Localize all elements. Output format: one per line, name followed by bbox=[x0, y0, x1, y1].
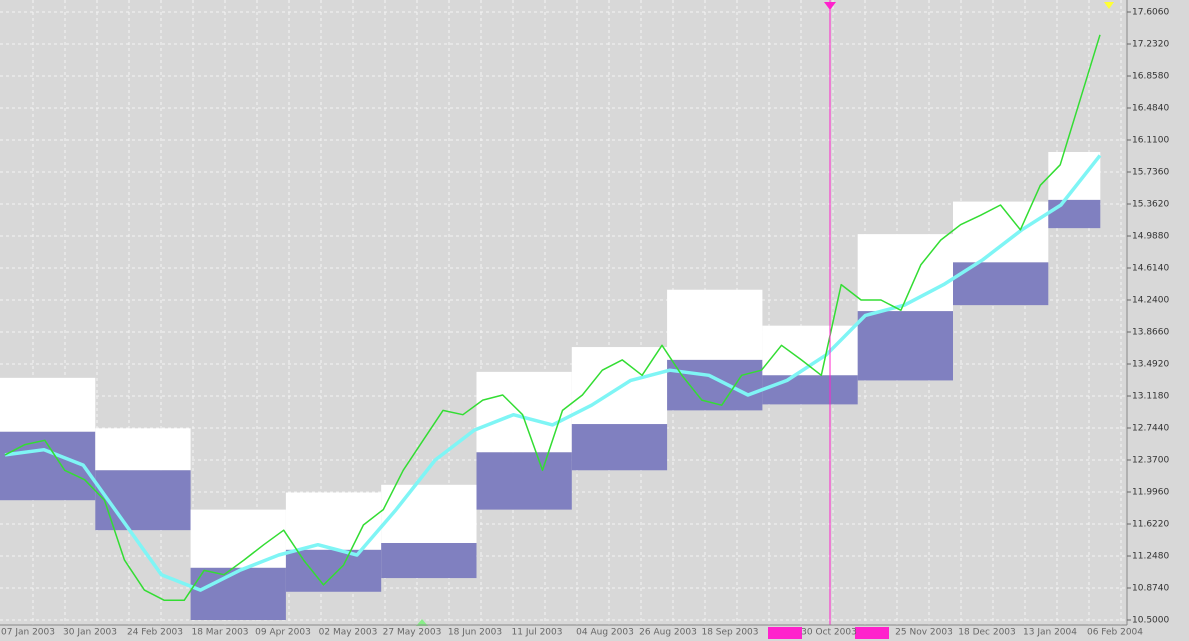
marker-arrow bbox=[824, 2, 836, 10]
y-tick-label: 12.3700 bbox=[1132, 456, 1169, 466]
x-tick-label: 18 Sep 2003 bbox=[701, 628, 758, 638]
x-tick-label: 26 Aug 2003 bbox=[639, 628, 697, 638]
marker-arrow bbox=[416, 619, 428, 626]
x-tick-label: 18 Mar 2003 bbox=[191, 628, 248, 638]
range-upper bbox=[285, 492, 382, 550]
x-tick-label: 24 Feb 2003 bbox=[127, 628, 183, 638]
y-tick-label: 13.8660 bbox=[1132, 328, 1169, 338]
range-lower bbox=[762, 375, 858, 405]
moving-average bbox=[4, 154, 1102, 592]
y-tick-label: 11.6220 bbox=[1132, 520, 1169, 530]
y-tick-label: 10.5000 bbox=[1132, 616, 1169, 626]
x-tick-label: 13 Jan 2004 bbox=[1023, 628, 1077, 638]
y-tick-label: 11.9960 bbox=[1132, 488, 1169, 498]
x-tick-label: 30 Jan 2003 bbox=[63, 628, 117, 638]
highlight bbox=[768, 627, 802, 639]
marker-arrow bbox=[1104, 2, 1114, 9]
x-tick-label: 18 Dec 2003 bbox=[958, 628, 1016, 638]
range-upper bbox=[0, 377, 96, 432]
y-tick-label: 14.6140 bbox=[1132, 264, 1169, 274]
range-lower bbox=[857, 311, 953, 381]
range-upper bbox=[381, 484, 477, 543]
y-tick-label: 11.2480 bbox=[1132, 552, 1169, 562]
price-line bbox=[4, 34, 1101, 602]
y-tick-label: 15.3620 bbox=[1132, 200, 1169, 210]
x-tick-label: 30 Oct 2003 bbox=[801, 628, 857, 638]
x-tick-label: 09 Apr 2003 bbox=[255, 628, 311, 638]
x-tick-label: 27 May 2003 bbox=[383, 628, 442, 638]
range-upper bbox=[667, 289, 763, 360]
range-lower bbox=[476, 452, 572, 510]
range-upper bbox=[95, 428, 191, 471]
y-tick-label: 14.2400 bbox=[1132, 296, 1169, 306]
x-tick-label: 11 Jul 2003 bbox=[512, 628, 563, 638]
y-tick-label: 13.1180 bbox=[1132, 392, 1169, 402]
y-tick-label: 10.8740 bbox=[1132, 584, 1169, 594]
x-tick-label: 02 May 2003 bbox=[319, 628, 378, 638]
y-tick-label: 13.4920 bbox=[1132, 360, 1169, 370]
y-tick-label: 15.7360 bbox=[1132, 168, 1169, 178]
range-lower bbox=[1048, 199, 1101, 229]
range-upper bbox=[953, 201, 1049, 263]
y-tick-label: 14.9880 bbox=[1132, 232, 1169, 242]
range-lower bbox=[190, 567, 286, 620]
y-tick-label: 12.7440 bbox=[1132, 424, 1169, 434]
range-lower bbox=[0, 431, 96, 501]
x-tick-label: 06 Feb 2004 bbox=[1087, 628, 1143, 638]
x-tick-label: 07 Jan 2003 bbox=[1, 628, 55, 638]
y-tick-label: 16.1100 bbox=[1132, 136, 1169, 146]
x-tick-label: 25 Nov 2003 bbox=[895, 628, 953, 638]
range-lower bbox=[381, 542, 477, 579]
range-upper bbox=[1048, 151, 1101, 200]
y-tick-label: 17.6060 bbox=[1132, 8, 1169, 18]
range-lower bbox=[571, 424, 668, 471]
x-tick-label: 04 Aug 2003 bbox=[576, 628, 634, 638]
x-tick-label: 18 Jun 2003 bbox=[448, 628, 502, 638]
range-upper bbox=[476, 371, 572, 453]
y-tick-label: 16.4840 bbox=[1132, 104, 1169, 114]
y-tick-label: 17.2320 bbox=[1132, 40, 1169, 50]
highlight bbox=[855, 627, 889, 639]
range-lower bbox=[667, 359, 763, 411]
y-tick-label: 16.8580 bbox=[1132, 72, 1169, 82]
